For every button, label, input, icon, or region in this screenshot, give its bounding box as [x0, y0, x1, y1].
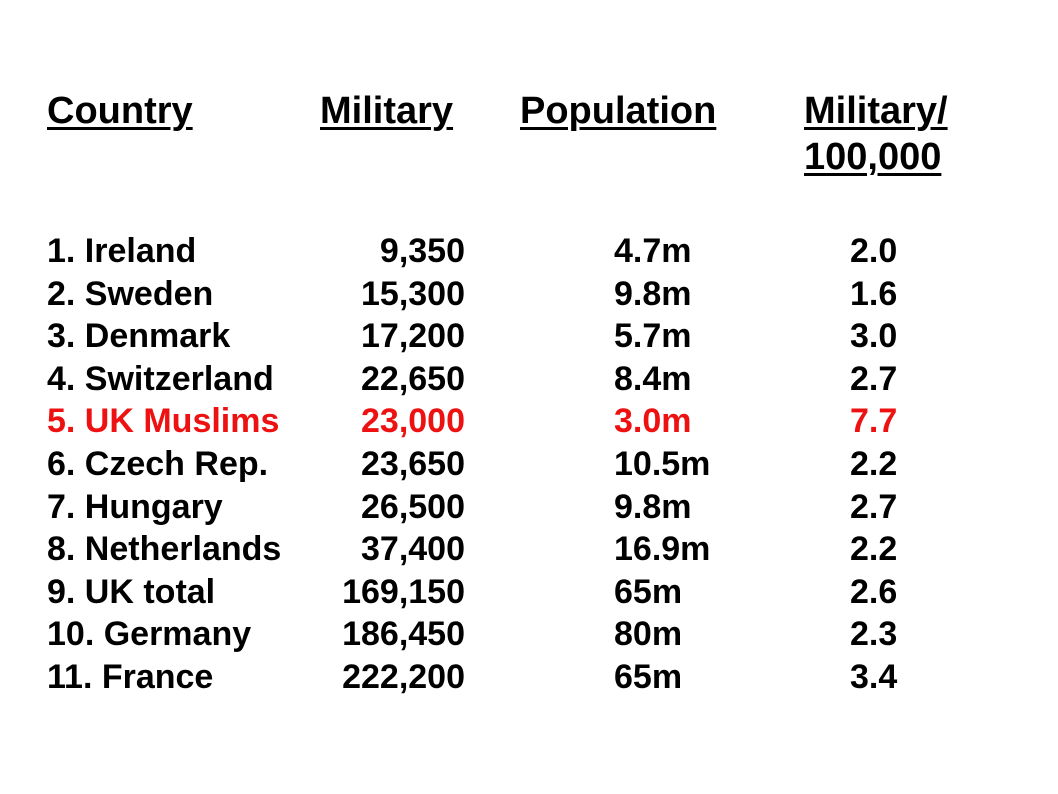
cell-population: 8.4m: [614, 359, 692, 398]
cell-population: 16.9m: [614, 530, 711, 569]
cell-ratio: 2.2: [850, 530, 898, 569]
cell-ratio: 2.7: [850, 487, 898, 526]
table-row-highlighted: 5. UK Muslims 23,000 3.0m 7.7: [0, 400, 1058, 443]
cell-military: 15,300: [361, 274, 465, 313]
cell-ratio: 2.7: [850, 359, 898, 398]
cell-military: 17,200: [361, 317, 465, 356]
cell-population: 10.5m: [614, 444, 711, 483]
table-row: 3. Denmark 17,200 5.7m 3.0: [0, 315, 1058, 358]
table-row: 6. Czech Rep. 23,650 10.5m 2.2: [0, 443, 1058, 486]
cell-country: 7. Hungary: [47, 487, 223, 526]
cell-military: 26,500: [361, 487, 465, 526]
cell-population: 9.8m: [614, 487, 692, 526]
cell-country: 6. Czech Rep.: [47, 444, 269, 483]
cell-population: 3.0m: [614, 402, 692, 441]
cell-military: 222,200: [342, 657, 465, 696]
table-body: 1. Ireland 9,350 4.7m 2.0 2. Sweden 15,3…: [0, 230, 1058, 699]
table-row: 9. UK total 169,150 65m 2.6: [0, 571, 1058, 614]
cell-ratio: 3.4: [850, 657, 898, 696]
header-population: Population: [520, 90, 717, 132]
cell-population: 65m: [614, 657, 683, 696]
cell-ratio: 1.6: [850, 274, 898, 313]
cell-military: 169,150: [342, 572, 465, 611]
cell-population: 80m: [614, 615, 683, 654]
cell-country: 8. Netherlands: [47, 530, 282, 569]
cell-country: 5. UK Muslims: [47, 402, 280, 441]
cell-population: 4.7m: [614, 232, 692, 270]
cell-population: 5.7m: [614, 317, 692, 356]
cell-country: 1. Ireland: [47, 232, 197, 270]
cell-country: 4. Switzerland: [47, 359, 274, 398]
cell-population: 9.8m: [614, 274, 692, 313]
table-row: 1. Ireland 9,350 4.7m 2.0: [0, 230, 1058, 273]
cell-country: 10. Germany: [47, 615, 252, 654]
cell-country: 9. UK total: [47, 572, 216, 611]
cell-military: 23,650: [361, 444, 465, 483]
cell-military: 9,350: [379, 232, 465, 270]
cell-military: 22,650: [361, 359, 465, 398]
cell-population: 65m: [614, 572, 683, 611]
cell-country: 2. Sweden: [47, 274, 214, 313]
table-row: 2. Sweden 15,300 9.8m 1.6: [0, 273, 1058, 316]
cell-ratio: 2.6: [850, 572, 898, 611]
cell-country: 3. Denmark: [47, 317, 231, 356]
cell-country: 11. France: [47, 657, 214, 696]
cell-ratio: 7.7: [850, 402, 898, 441]
cell-military: 186,450: [342, 615, 465, 654]
table-row: 8. Netherlands 37,400 16.9m 2.2: [0, 528, 1058, 571]
cell-military: 37,400: [361, 530, 465, 569]
cell-military: 23,000: [361, 402, 465, 441]
cell-ratio: 2.3: [850, 615, 898, 654]
header-military: Military: [320, 90, 454, 132]
table-row: 11. France 222,200 65m 3.4: [0, 656, 1058, 699]
cell-ratio: 2.2: [850, 444, 898, 483]
header-ratio-line1: Military/: [804, 90, 948, 132]
cell-ratio: 3.0: [850, 317, 898, 356]
cell-ratio: 2.0: [850, 232, 898, 270]
header-ratio-line2: 100,000: [804, 136, 942, 178]
table-row: 4. Switzerland 22,650 8.4m 2.7: [0, 358, 1058, 401]
table-row: 10. Germany 186,450 80m 2.3: [0, 613, 1058, 656]
header-country: Country: [47, 90, 193, 132]
header-military-per-100000: Military/ 100,000: [804, 88, 948, 180]
table-row: 7. Hungary 26,500 9.8m 2.7: [0, 486, 1058, 529]
